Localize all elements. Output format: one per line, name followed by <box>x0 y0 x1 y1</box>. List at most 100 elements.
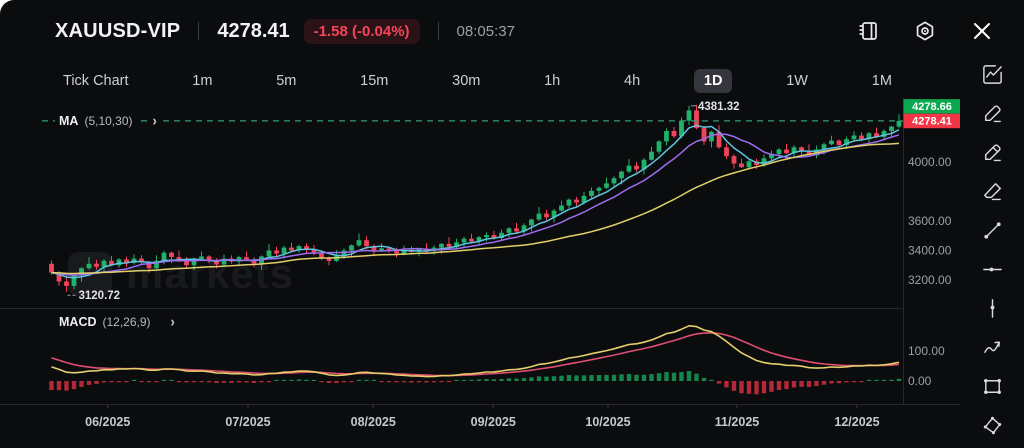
price-axis-label: 4000.00 <box>908 155 952 169</box>
horizontal-line-icon[interactable] <box>981 258 1004 281</box>
trend-line-icon[interactable] <box>981 219 1004 242</box>
tab-tick-chart[interactable]: Tick Chart <box>63 73 129 89</box>
macd-histogram-bar <box>874 379 879 381</box>
macd-histogram-bar <box>206 381 212 383</box>
close-icon[interactable] <box>970 19 994 43</box>
orders-journal-icon[interactable] <box>856 19 880 43</box>
indicators-chart-icon[interactable] <box>981 63 1004 86</box>
last-price: 4278.41 <box>217 19 290 42</box>
macd-histogram-bar <box>806 381 812 387</box>
candle-body <box>791 147 797 154</box>
macd-histogram-bar <box>124 381 129 383</box>
candle-body <box>664 131 669 142</box>
macd-histogram-bar <box>881 379 887 381</box>
macd-histogram-bar <box>49 381 54 390</box>
candle-body <box>371 246 377 252</box>
candle-body <box>536 213 542 220</box>
candle-body <box>544 213 549 218</box>
candle-body <box>626 165 632 172</box>
candle-body <box>401 249 407 254</box>
candle-body <box>116 259 122 266</box>
candle-body <box>716 131 722 148</box>
candle-body <box>289 247 294 251</box>
polygon-icon[interactable] <box>981 414 1004 437</box>
month-label: 11/2025 <box>715 415 760 429</box>
tab-30m[interactable]: 30m <box>452 73 481 89</box>
tab-4h[interactable]: 4h <box>624 73 641 89</box>
macd-histogram-bar <box>814 381 819 387</box>
candle-body <box>349 245 354 251</box>
macd-dif-line <box>51 324 900 378</box>
macd-histogram-bar <box>889 379 894 381</box>
chart-canvas[interactable]: 4000.00 3600.00 3400.00 3200.00 100.00 0.00 06… <box>0 62 960 448</box>
candle-body <box>836 140 842 145</box>
candle-body <box>476 237 482 242</box>
macd-histogram-bar <box>761 381 767 394</box>
ma-30-line <box>51 142 900 275</box>
extreme-markers: 4381.32 3120.72 <box>67 101 740 302</box>
wave-arrow-icon[interactable] <box>981 336 1004 359</box>
candle-body <box>574 199 579 203</box>
candle-body <box>146 262 152 269</box>
tab-15m[interactable]: 15m <box>360 73 389 89</box>
macd-axis-label: 0.00 <box>908 374 932 388</box>
macd-histogram-bar <box>439 381 444 383</box>
candle-body <box>356 240 362 246</box>
macd-histogram-bar <box>536 376 542 381</box>
macd-histogram-bar <box>664 371 669 381</box>
macd-histogram-bar <box>214 381 219 384</box>
chevron-right-icon[interactable]: › <box>166 311 179 332</box>
candle-body <box>641 159 647 170</box>
macd-histogram-bar <box>724 381 729 388</box>
tab-1d[interactable]: 1D <box>693 69 733 93</box>
macd-histogram-bar <box>859 381 864 383</box>
macd-histogram-bar <box>71 381 77 390</box>
candle-body <box>589 190 594 196</box>
tab-1h[interactable]: 1h <box>544 73 561 89</box>
candle-body <box>649 151 654 160</box>
tab-5m[interactable]: 5m <box>276 73 297 89</box>
chevron-right-icon[interactable]: › <box>148 110 161 131</box>
rectangle-icon[interactable] <box>981 375 1004 398</box>
candle-body <box>806 150 812 156</box>
symbol-title: XAUUSD-VIP <box>55 19 181 42</box>
candle-body <box>619 171 624 179</box>
topbar-icons <box>856 19 994 43</box>
macd-histogram-bar <box>116 381 122 383</box>
macd-indicator-label[interactable]: MACD (12,26,9) › <box>55 311 179 332</box>
candle-body <box>86 263 92 269</box>
macd-histogram-bar <box>401 381 407 383</box>
draw-pencil-icon[interactable] <box>981 102 1004 125</box>
settings-gear-icon[interactable] <box>913 19 937 43</box>
edit-pen-icon[interactable] <box>981 141 1004 164</box>
macd-histogram-bar <box>56 381 62 391</box>
macd-histogram-bar <box>581 375 587 381</box>
macd-histogram-bar <box>799 381 804 387</box>
macd-histogram-bar <box>604 374 609 381</box>
price-line: 4278.66 4278.41 <box>42 99 960 129</box>
macd-histogram-bar <box>574 375 579 381</box>
macd-histogram-bar <box>371 379 377 381</box>
vertical-line-icon[interactable] <box>981 297 1004 320</box>
macd-histogram-bar <box>611 374 617 381</box>
macd-histogram-bar <box>251 381 257 383</box>
candle-body <box>859 135 864 140</box>
tab-1m[interactable]: 1m <box>192 73 213 89</box>
macd-histogram-bar <box>281 379 287 381</box>
eraser-icon[interactable] <box>981 180 1004 203</box>
candle-body <box>56 272 62 282</box>
ma-indicator-label[interactable]: MA (5,10,30) › <box>55 110 161 131</box>
candle-body <box>274 250 279 254</box>
candle-body <box>724 147 729 157</box>
candle-body <box>379 248 384 252</box>
macd-panel <box>49 324 902 395</box>
macd-histogram-bar <box>521 378 527 381</box>
macd-histogram-bar <box>701 377 707 381</box>
candle-body <box>244 257 249 260</box>
axis-labels: 4000.00 3600.00 3400.00 3200.00 100.00 0.00 06… <box>85 155 952 429</box>
tab-1m[interactable]: 1M <box>871 73 892 89</box>
tab-1w[interactable]: 1W <box>786 73 808 89</box>
macd-dea-line <box>51 331 900 377</box>
macd-histogram-bar <box>641 374 647 381</box>
candle-body <box>851 135 857 140</box>
